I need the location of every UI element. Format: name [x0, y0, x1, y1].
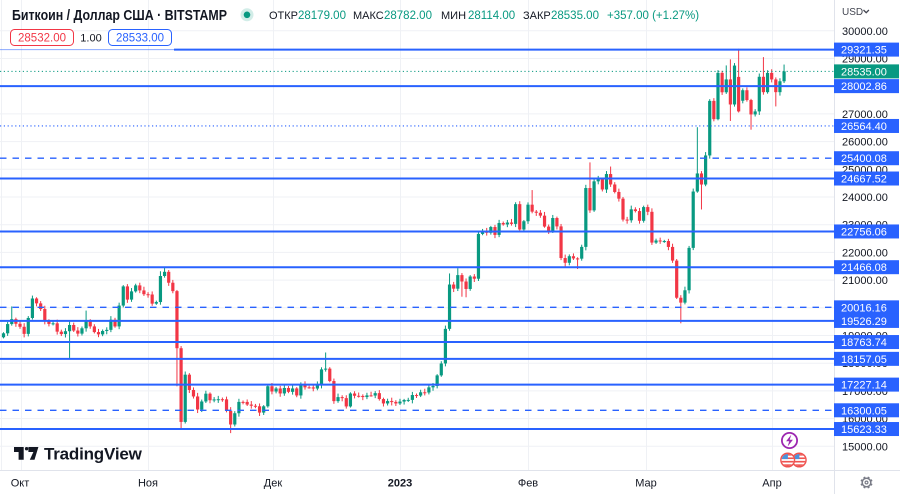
svg-text:18763.74: 18763.74 [841, 337, 887, 349]
svg-text:28532.00: 28532.00 [18, 33, 66, 45]
svg-text:Ноя: Ноя [138, 478, 158, 490]
svg-text:28179.00: 28179.00 [298, 10, 346, 22]
svg-text:26000.00: 26000.00 [842, 137, 888, 149]
svg-text:30000.00: 30000.00 [842, 26, 888, 38]
svg-text:16300.05: 16300.05 [841, 405, 887, 417]
svg-text:Дек: Дек [264, 478, 283, 490]
svg-text:USD: USD [842, 7, 863, 18]
svg-text:15000.00: 15000.00 [842, 441, 888, 453]
svg-text:28535.00: 28535.00 [551, 10, 599, 22]
svg-text:29321.35: 29321.35 [841, 45, 887, 57]
svg-text:20016.16: 20016.16 [841, 302, 887, 314]
svg-text:18157.05: 18157.05 [841, 354, 887, 366]
svg-text:21466.08: 21466.08 [841, 262, 887, 274]
svg-text:28782.00: 28782.00 [384, 10, 432, 22]
svg-text:1.00: 1.00 [80, 33, 101, 45]
svg-text:21000.00: 21000.00 [842, 275, 888, 287]
svg-text:24000.00: 24000.00 [842, 192, 888, 204]
svg-text:+357.00 (+1.27%): +357.00 (+1.27%) [607, 10, 699, 22]
svg-text:Окт: Окт [11, 478, 30, 490]
svg-text:Апр: Апр [762, 478, 781, 490]
svg-text:Биткоин / Доллар США · BITSTAM: Биткоин / Доллар США · BITSTAMP [12, 8, 227, 24]
svg-text:2023: 2023 [388, 478, 412, 490]
svg-text:26564.40: 26564.40 [841, 121, 887, 133]
svg-text:28533.00: 28533.00 [116, 33, 164, 45]
svg-text:22000.00: 22000.00 [842, 247, 888, 259]
svg-text:28002.86: 28002.86 [841, 81, 887, 93]
svg-text:27000.00: 27000.00 [842, 109, 888, 121]
svg-text:28535.00: 28535.00 [841, 66, 887, 78]
svg-text:Мар: Мар [635, 478, 657, 490]
svg-text:28114.00: 28114.00 [468, 10, 515, 22]
svg-text:24667.52: 24667.52 [841, 174, 887, 186]
svg-text:ЗАКР: ЗАКР [523, 10, 551, 22]
svg-text:15623.33: 15623.33 [841, 424, 887, 436]
svg-text:ОТКР: ОТКР [269, 10, 298, 22]
svg-text:17227.14: 17227.14 [841, 380, 887, 392]
svg-text:МИН: МИН [441, 10, 466, 22]
svg-text:22756.06: 22756.06 [841, 226, 887, 238]
svg-text:Фев: Фев [518, 478, 538, 490]
svg-text:19526.29: 19526.29 [841, 316, 887, 328]
svg-text:TradingView: TradingView [44, 445, 143, 464]
svg-text:25400.08: 25400.08 [841, 153, 887, 165]
svg-text:МАКС: МАКС [353, 10, 384, 22]
